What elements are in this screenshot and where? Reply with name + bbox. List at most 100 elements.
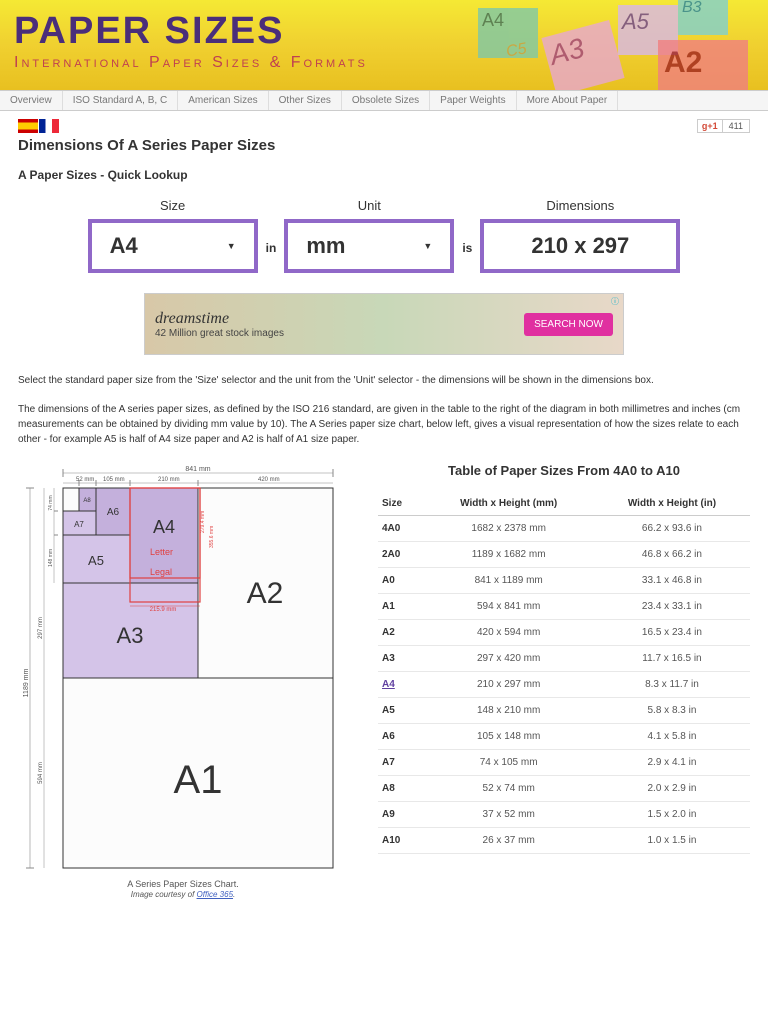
paper-sizes-table: Size Width x Height (mm) Width x Height …	[378, 492, 750, 854]
table-row: A3297 x 420 mm11.7 x 16.5 in	[378, 646, 750, 672]
dim-output: 210 x 297	[480, 219, 680, 273]
cell-in: 11.7 x 16.5 in	[594, 646, 750, 672]
table-row: A0841 x 1189 mm33.1 x 46.8 in	[378, 568, 750, 594]
cell-size: 4A0	[378, 516, 423, 542]
nav-american[interactable]: American Sizes	[178, 91, 268, 110]
flag-spanish-icon[interactable]	[18, 119, 38, 133]
svg-text:52 mm: 52 mm	[76, 477, 94, 483]
svg-text:A1: A1	[174, 758, 223, 802]
svg-text:Legal: Legal	[150, 567, 172, 577]
main-content: g+1 411 Dimensions Of A Series Paper Siz…	[0, 111, 768, 907]
decor-a3: A3	[541, 20, 624, 90]
chart-caption: A Series Paper Sizes Chart. Image courte…	[18, 879, 348, 899]
nav-overview[interactable]: Overview	[0, 91, 63, 110]
cell-mm: 1189 x 1682 mm	[423, 542, 593, 568]
nav-obsolete[interactable]: Obsolete Sizes	[342, 91, 430, 110]
ad-sub: 42 Million great stock images	[155, 328, 524, 339]
cell-in: 2.0 x 2.9 in	[594, 776, 750, 802]
chevron-down-icon: ▼	[423, 241, 432, 251]
header-decoration: A4 C5 A3 A5 B3 A2	[468, 0, 768, 90]
unit-select[interactable]: mm ▼	[284, 219, 454, 273]
header-banner: PAPER SIZES International Paper Sizes & …	[0, 0, 768, 90]
nav-iso[interactable]: ISO Standard A, B, C	[63, 91, 179, 110]
table-row: A937 x 52 mm1.5 x 2.0 in	[378, 802, 750, 828]
ad-info-icon[interactable]: ⓘ	[611, 296, 619, 307]
dim-value: 210 x 297	[531, 233, 629, 259]
cell-mm: 841 x 1189 mm	[423, 568, 593, 594]
decor-a2: A2	[658, 40, 748, 90]
cell-mm: 148 x 210 mm	[423, 698, 593, 724]
svg-text:841 mm: 841 mm	[185, 466, 210, 473]
svg-text:A7: A7	[74, 520, 84, 529]
svg-text:A2: A2	[247, 577, 284, 610]
table-row: A1594 x 841 mm23.4 x 33.1 in	[378, 594, 750, 620]
cell-in: 1.0 x 1.5 in	[594, 828, 750, 854]
table-row: A852 x 74 mm2.0 x 2.9 in	[378, 776, 750, 802]
table-row: 2A01189 x 1682 mm46.8 x 66.2 in	[378, 542, 750, 568]
gplus-widget[interactable]: g+1 411	[697, 119, 750, 133]
cell-mm: 1682 x 2378 mm	[423, 516, 593, 542]
chart-table-row: A1 A2 A0 A3 A4 A5 A	[18, 463, 750, 899]
ad-banner[interactable]: dreamstime 42 Million great stock images…	[144, 293, 624, 355]
flags-row: g+1 411	[18, 119, 750, 133]
nav-weights[interactable]: Paper Weights	[430, 91, 516, 110]
svg-text:105 mm: 105 mm	[103, 477, 125, 483]
chevron-down-icon: ▼	[227, 241, 236, 251]
col-mm: Width x Height (mm)	[423, 492, 593, 516]
cell-size: A3	[378, 646, 423, 672]
table-row: 4A01682 x 2378 mm66.2 x 93.6 in	[378, 516, 750, 542]
svg-text:279.4 mm: 279.4 mm	[200, 511, 206, 533]
cell-mm: 26 x 37 mm	[423, 828, 593, 854]
cell-size: 2A0	[378, 542, 423, 568]
gplus-button[interactable]: g+1	[698, 120, 723, 132]
dim-label: Dimensions	[546, 198, 614, 213]
cell-mm: 74 x 105 mm	[423, 750, 593, 776]
cell-in: 1.5 x 2.0 in	[594, 802, 750, 828]
table-row: A4210 x 297 mm8.3 x 11.7 in	[378, 672, 750, 698]
table-row: A2420 x 594 mm16.5 x 23.4 in	[378, 620, 750, 646]
cell-size: A1	[378, 594, 423, 620]
paper-chart: A1 A2 A0 A3 A4 A5 A	[18, 463, 348, 873]
svg-text:A6: A6	[107, 507, 120, 518]
table-row: A1026 x 37 mm1.0 x 1.5 in	[378, 828, 750, 854]
cell-mm: 105 x 148 mm	[423, 724, 593, 750]
cell-in: 16.5 x 23.4 in	[594, 620, 750, 646]
main-nav: Overview ISO Standard A, B, C American S…	[0, 90, 768, 111]
table-row: A774 x 105 mm2.9 x 4.1 in	[378, 750, 750, 776]
chart-credit-link[interactable]: Office 365	[197, 890, 233, 899]
cell-in: 4.1 x 5.8 in	[594, 724, 750, 750]
cell-size: A6	[378, 724, 423, 750]
cell-size: A5	[378, 698, 423, 724]
ad-search-button[interactable]: SEARCH NOW	[524, 313, 613, 336]
col-in: Width x Height (in)	[594, 492, 750, 516]
cell-size: A2	[378, 620, 423, 646]
unit-value: mm	[306, 233, 345, 259]
lookup-heading: A Paper Sizes - Quick Lookup	[18, 168, 750, 182]
svg-text:355.6 mm: 355.6 mm	[209, 526, 215, 548]
table-row: A6105 x 148 mm4.1 x 5.8 in	[378, 724, 750, 750]
svg-text:215.9 mm: 215.9 mm	[150, 607, 177, 613]
size-select[interactable]: A4 ▼	[88, 219, 258, 273]
flag-french-icon[interactable]	[39, 119, 59, 133]
svg-text:420 mm: 420 mm	[258, 477, 280, 483]
decor-b3: B3	[678, 0, 728, 35]
page-title: Dimensions Of A Series Paper Sizes	[18, 137, 750, 154]
nav-other[interactable]: Other Sizes	[269, 91, 342, 110]
svg-text:594 mm: 594 mm	[38, 762, 44, 784]
table-column: Table of Paper Sizes From 4A0 to A10 Siz…	[378, 463, 750, 899]
nav-more[interactable]: More About Paper	[517, 91, 619, 110]
cell-mm: 297 x 420 mm	[423, 646, 593, 672]
cell-size[interactable]: A4	[378, 672, 423, 698]
language-flags	[18, 119, 59, 133]
description-para: The dimensions of the A series paper siz…	[18, 402, 750, 447]
cell-size: A9	[378, 802, 423, 828]
svg-text:Letter: Letter	[150, 547, 173, 557]
quick-lookup: Size A4 ▼ in Unit mm ▼ is Dimensions 210…	[18, 198, 750, 273]
unit-label: Unit	[358, 198, 381, 213]
svg-text:1189 mm: 1189 mm	[23, 669, 30, 698]
svg-text:A4: A4	[153, 517, 175, 537]
cell-mm: 37 x 52 mm	[423, 802, 593, 828]
cell-mm: 52 x 74 mm	[423, 776, 593, 802]
ad-brand: dreamstime	[155, 310, 524, 328]
size-value: A4	[110, 233, 138, 259]
